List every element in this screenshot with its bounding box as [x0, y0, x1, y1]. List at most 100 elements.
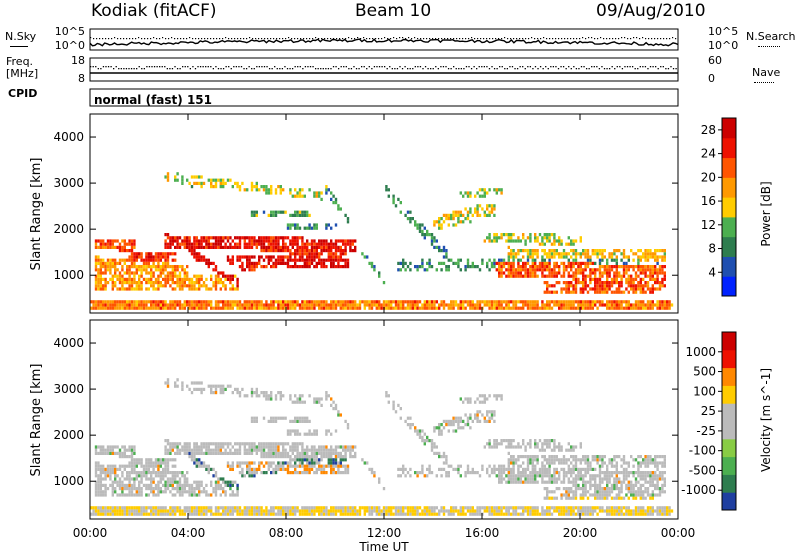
power-cell	[246, 265, 249, 269]
velocity-cell	[349, 509, 352, 513]
power-cell	[409, 217, 412, 221]
n-search-dot	[579, 38, 581, 40]
velocity-cell	[202, 451, 206, 455]
nave-dot	[212, 68, 215, 70]
power-cell	[404, 268, 407, 272]
n-sky-strip-frame	[89, 28, 679, 51]
power-cell	[128, 274, 131, 278]
power-cell	[598, 300, 602, 304]
nave-dot	[445, 66, 447, 68]
power-cell	[274, 191, 278, 195]
velocity-cell	[272, 455, 275, 459]
velocity-cell	[450, 506, 453, 510]
velocity-cell	[104, 451, 107, 455]
power-cell	[356, 303, 359, 307]
velocity-cell	[339, 445, 342, 449]
velocity-cell	[318, 445, 321, 449]
power-cell	[174, 281, 177, 285]
velocity-cell	[222, 451, 225, 455]
velocity-cell	[294, 394, 297, 398]
velocity-cell	[234, 442, 237, 446]
velocity-cell	[133, 506, 136, 510]
velocity-cell	[274, 471, 278, 475]
power-cell	[188, 245, 191, 249]
velocity-cell	[284, 448, 287, 452]
n-search-dot	[657, 38, 659, 40]
power-cell	[284, 249, 287, 253]
velocity-cell	[222, 391, 225, 395]
velocity-cell	[152, 509, 155, 513]
velocity-cell	[493, 413, 496, 417]
velocity-cell	[457, 467, 460, 471]
power-cell	[322, 306, 326, 310]
nave-dot	[251, 68, 253, 70]
velocity-cell	[272, 512, 275, 516]
power-cell	[625, 306, 628, 310]
velocity-cell	[286, 442, 290, 446]
power-cell	[490, 204, 494, 208]
power-cell	[138, 284, 141, 288]
velocity-cell	[236, 490, 239, 494]
power-cell	[483, 194, 486, 198]
velocity-cell	[483, 506, 486, 510]
power-cell	[116, 274, 119, 278]
velocity-cell	[152, 493, 155, 497]
power-cell	[579, 268, 582, 272]
velocity-cell	[253, 506, 256, 510]
velocity-cell	[272, 461, 275, 465]
power-cell	[159, 265, 162, 269]
power-cell	[231, 277, 234, 281]
velocity-cell	[330, 403, 333, 407]
velocity-cell	[200, 490, 203, 494]
velocity-cell	[277, 467, 280, 471]
power-cell	[255, 210, 258, 214]
power-cell	[260, 185, 263, 189]
power-cell	[183, 271, 186, 275]
power-cell	[584, 252, 587, 256]
n-search-dot	[552, 38, 554, 40]
velocity-cell	[226, 483, 230, 487]
power-cell	[478, 188, 482, 192]
power-cell	[558, 281, 561, 285]
power-cell	[555, 271, 558, 275]
velocity-cell	[507, 477, 510, 481]
power-cell	[150, 265, 153, 269]
power-cell	[474, 207, 477, 211]
nave-dot	[304, 66, 307, 68]
power-cell	[174, 236, 177, 240]
velocity-cell	[402, 512, 405, 516]
velocity-cell	[106, 451, 110, 455]
power-cell	[325, 223, 328, 227]
power-cell	[606, 274, 609, 278]
power-cell	[435, 245, 438, 249]
power-cell	[639, 258, 642, 262]
velocity-cell	[349, 451, 352, 455]
power-cell	[457, 306, 460, 310]
n-search-legend-line	[758, 46, 780, 47]
power-cell	[145, 268, 148, 272]
power-cell	[426, 268, 429, 272]
power-cell	[447, 306, 450, 310]
velocity-cell	[325, 512, 328, 516]
power-cell	[373, 300, 376, 304]
n-search-label: N.Search	[746, 30, 796, 43]
velocity-cell	[140, 477, 143, 481]
power-cell	[313, 249, 316, 253]
nave-dot	[575, 68, 578, 70]
n-search-dot	[408, 37, 410, 39]
power-cell	[613, 277, 616, 281]
n-search-dot	[591, 37, 593, 39]
velocity-cell	[164, 506, 167, 510]
power-cell	[553, 252, 556, 256]
power-cell	[128, 287, 131, 291]
velocity-cell	[301, 451, 304, 455]
power-cell	[229, 258, 232, 262]
power-cell	[495, 300, 498, 304]
power-cell	[344, 261, 347, 265]
power-cell	[315, 242, 318, 246]
power-cell	[94, 242, 98, 246]
velocity-cell	[195, 509, 198, 513]
velocity-cell	[154, 464, 158, 468]
power-cell	[260, 245, 263, 249]
velocity-cell	[502, 439, 506, 443]
